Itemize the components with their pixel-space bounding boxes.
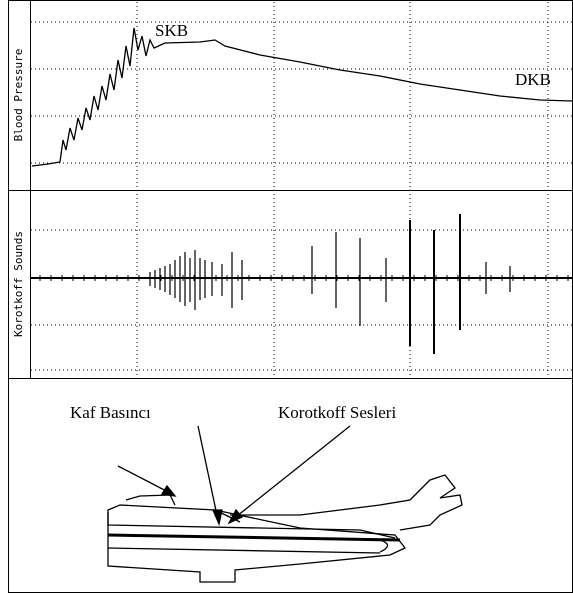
frame: [9, 1, 573, 593]
axis-label: Blood Pressure: [12, 49, 25, 142]
systolic-label: SKB: [155, 21, 188, 40]
sounds-label: Korotkoff Sesleri: [278, 403, 396, 422]
axis-label: Korotkoff Sounds: [12, 231, 25, 337]
figure: Blood Pressure Korotkoff Sounds SKB DKB …: [0, 0, 573, 593]
cuff-label: Kaf Basıncı: [70, 403, 151, 422]
diastolic-label: DKB: [515, 70, 551, 89]
